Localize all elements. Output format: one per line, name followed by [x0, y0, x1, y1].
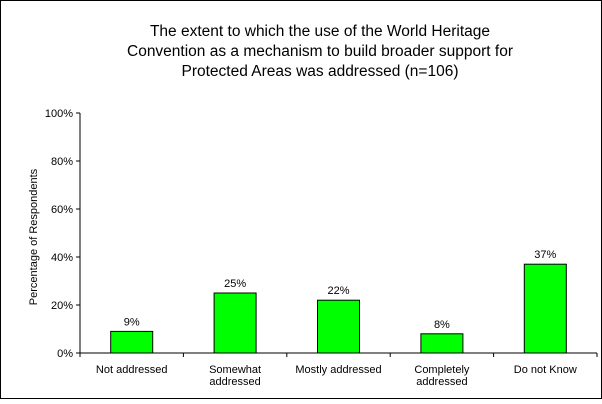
data-label: 8%	[434, 319, 450, 331]
y-tick-label: 100%	[45, 108, 73, 120]
data-label: 25%	[224, 278, 246, 290]
bar	[523, 263, 567, 354]
bar	[213, 292, 257, 354]
category-label: Somewhat	[209, 364, 261, 376]
category-label: Do not Know	[514, 364, 577, 376]
y-tick-label: 80%	[51, 156, 73, 168]
bar	[317, 299, 360, 354]
x-axis-ticks	[79, 353, 598, 357]
y-axis-ticks: 0% 20% 40% 60% 80% 100%	[45, 108, 80, 360]
data-label: 37%	[534, 249, 556, 261]
y-axis-title: Percentage of Respondents	[28, 168, 40, 305]
data-label: 9%	[124, 316, 140, 328]
y-tick-label: 0%	[57, 348, 73, 360]
category-label: Completely	[414, 364, 470, 376]
category-label: Not addressed	[96, 364, 168, 376]
bar	[420, 333, 464, 354]
chart-title-line-1: The extent to which the use of the World…	[150, 23, 490, 40]
category-label: addressed	[209, 376, 260, 388]
bar-series	[110, 263, 567, 354]
y-tick-label: 20%	[51, 300, 73, 312]
chart-title-line-2: Convention as a mechanism to build broad…	[127, 43, 513, 60]
data-labels: 9% 25% 22% 8% 37%	[124, 249, 557, 331]
category-label: Mostly addressed	[295, 364, 381, 376]
y-tick-label: 40%	[51, 252, 73, 264]
chart-title-line-3: Protected Areas was addressed (n=106)	[181, 63, 458, 80]
bar	[110, 330, 154, 354]
y-tick-label: 60%	[51, 204, 73, 216]
chart-title: The extent to which the use of the World…	[127, 23, 513, 80]
data-label: 22%	[327, 285, 349, 297]
category-label: addressed	[416, 376, 467, 388]
